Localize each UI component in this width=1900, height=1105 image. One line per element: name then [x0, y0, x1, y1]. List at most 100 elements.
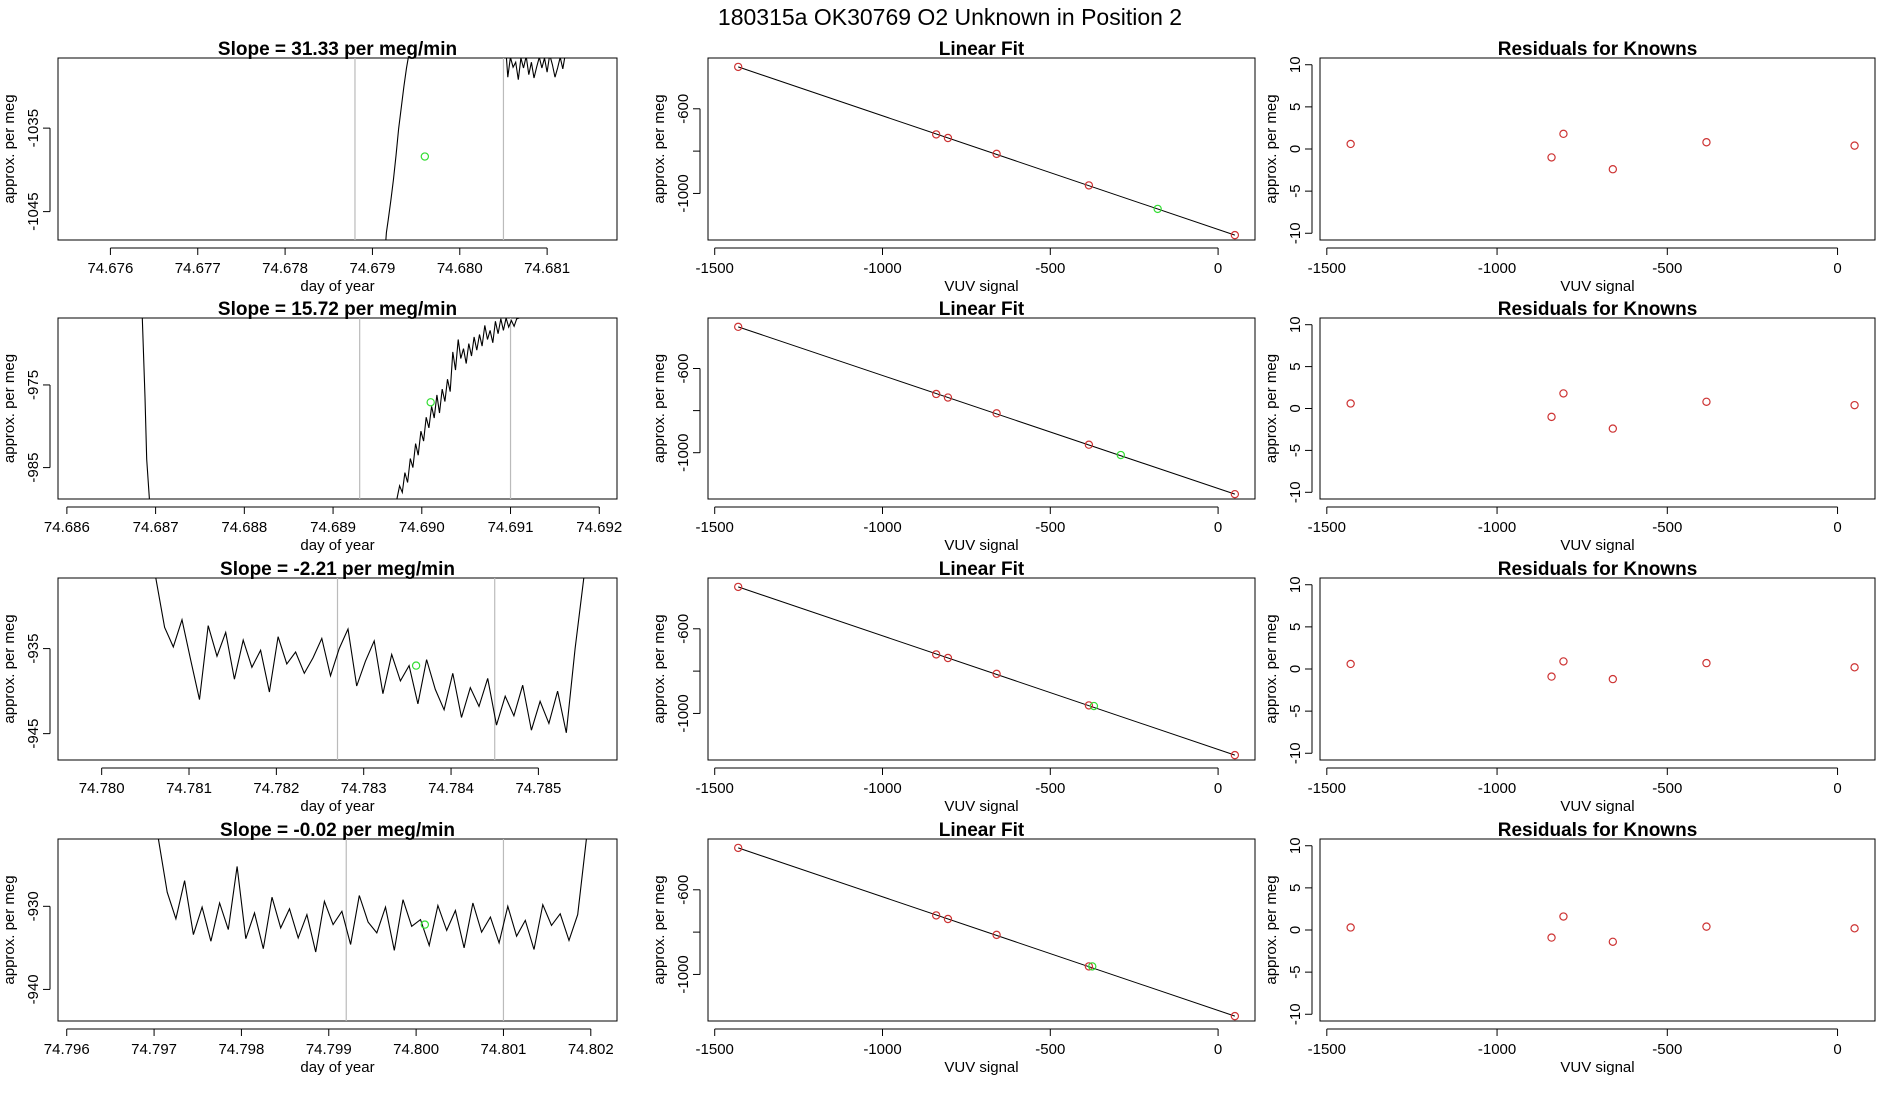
residual-point	[1850, 663, 1859, 672]
panel-title: Linear Fit	[939, 559, 1025, 580]
x-tick-label: -1000	[1478, 780, 1516, 797]
plot-frame	[707, 57, 1256, 241]
x-tick-label: -500	[1652, 260, 1682, 277]
y-tick-label: -5	[1287, 444, 1304, 457]
plot-frame	[57, 317, 618, 500]
y-tick-label: 5	[1287, 362, 1304, 370]
residual-point	[1559, 657, 1568, 666]
known-point	[931, 389, 941, 399]
x-tick-label: 74.677	[175, 260, 221, 277]
x-axis-label: VUV signal	[944, 278, 1018, 295]
trace-line	[396, 318, 520, 499]
x-tick-label: -1000	[863, 519, 901, 536]
y-tick-label: -1000	[675, 434, 692, 472]
panel-title: Slope = -0.02 per meg/min	[220, 820, 455, 841]
residual-point	[1702, 397, 1711, 406]
x-tick-label: 74.688	[221, 519, 267, 536]
known-point	[1084, 440, 1094, 449]
plot-area	[1346, 389, 1859, 433]
x-tick-label: -1500	[1308, 260, 1346, 277]
trace-line	[141, 318, 150, 499]
x-tick-label: -500	[1035, 780, 1065, 797]
x-tick-label: 74.690	[399, 519, 445, 536]
y-tick-label: -5	[1287, 704, 1304, 717]
y-tick-label: 10	[1287, 56, 1304, 73]
panel-title: Linear Fit	[939, 39, 1025, 60]
x-axis-label: VUV signal	[1560, 278, 1634, 295]
y-tick-label: -945	[25, 719, 42, 749]
y-tick-label: 10	[1287, 576, 1304, 593]
plot-frame	[57, 57, 618, 241]
residual-point	[1608, 424, 1618, 433]
fit-4-panel: Linear Fit -1500 -1000 -500 0 VUV signal -600 -…	[651, 820, 1256, 1076]
y-tick-label: -1000	[675, 694, 692, 732]
y-tick-label: -600	[675, 353, 692, 383]
y-tick-label: -975	[25, 370, 42, 400]
known-point	[734, 62, 743, 72]
known-point	[943, 393, 953, 402]
residual-point	[1346, 139, 1355, 149]
panel-title: Residuals for Knowns	[1498, 299, 1698, 320]
x-tick-label: 74.802	[568, 1041, 614, 1058]
plot-frame	[707, 577, 1256, 761]
x-tick-label: 74.781	[166, 780, 212, 797]
fit-line	[738, 66, 1236, 236]
x-tick-label: -1000	[1478, 1041, 1516, 1058]
known-point	[1230, 1011, 1240, 1021]
x-tick-label: -500	[1035, 519, 1065, 536]
known-point	[1084, 181, 1094, 190]
y-axis-label: approx. per meg	[1, 94, 18, 203]
plot-area	[734, 62, 1240, 240]
y-tick-label: 0	[1287, 926, 1304, 934]
panel-title: Linear Fit	[939, 299, 1025, 320]
trace-line	[505, 58, 566, 80]
trace-line	[155, 578, 585, 733]
y-tick-label: 10	[1287, 837, 1304, 854]
unknown-point	[420, 152, 430, 161]
x-tick-label: 74.782	[253, 780, 299, 797]
plot-area	[155, 578, 585, 760]
x-tick-label: -1000	[1478, 260, 1516, 277]
y-tick-label: -5	[1287, 965, 1304, 978]
x-tick-label: 74.799	[306, 1041, 352, 1058]
plot-frame	[1319, 577, 1876, 761]
known-point	[943, 914, 953, 924]
plot-area	[354, 58, 566, 240]
known-point	[992, 149, 1001, 159]
unknown-point	[1089, 701, 1099, 711]
residual-point	[1702, 658, 1711, 668]
residual-point	[1547, 412, 1556, 422]
figure-title: 180315a OK30769 O2 Unknown in Position 2	[718, 4, 1182, 30]
x-tick-label: -1500	[1308, 1041, 1346, 1058]
residual-point	[1850, 924, 1859, 933]
x-tick-label: 74.687	[133, 519, 179, 536]
plot-frame	[1319, 57, 1876, 241]
x-tick-label: 74.798	[218, 1041, 264, 1058]
y-axis-label: approx. per meg	[1, 354, 18, 463]
residual-point	[1608, 937, 1618, 946]
y-tick-label: -600	[675, 94, 692, 124]
y-tick-label: -5	[1287, 184, 1304, 197]
fit-3-panel: Linear Fit -1500 -1000 -500 0 VUV signal -600 -…	[651, 559, 1256, 815]
plot-area	[1346, 657, 1859, 684]
residual-point	[1559, 912, 1568, 921]
x-tick-label: -1500	[696, 519, 734, 536]
plot-area	[157, 839, 587, 1021]
x-tick-label: -1500	[696, 1041, 734, 1058]
residuals-4-panel: Residuals for Knowns -1500 -1000 -500 0 VUV s…	[1263, 820, 1876, 1076]
trace-3-panel: Slope = -2.21 per meg/min 74.780 74.781 74.…	[1, 559, 618, 815]
y-tick-label: 0	[1287, 404, 1304, 412]
panel-title: Slope = 15.72 per meg/min	[218, 299, 457, 320]
residual-point	[1547, 933, 1556, 942]
y-tick-label: -1045	[25, 192, 42, 230]
y-tick-label: -930	[25, 891, 42, 921]
known-point	[1230, 750, 1240, 760]
x-axis-label: VUV signal	[1560, 537, 1634, 554]
panel-title: Slope = 31.33 per meg/min	[218, 39, 457, 60]
y-tick-label: -1035	[25, 109, 42, 147]
known-point	[734, 843, 743, 853]
x-tick-label: 0	[1833, 260, 1841, 277]
y-axis-label: approx. per meg	[651, 94, 668, 203]
y-tick-label: -600	[675, 875, 692, 905]
x-tick-label: 0	[1214, 260, 1222, 277]
